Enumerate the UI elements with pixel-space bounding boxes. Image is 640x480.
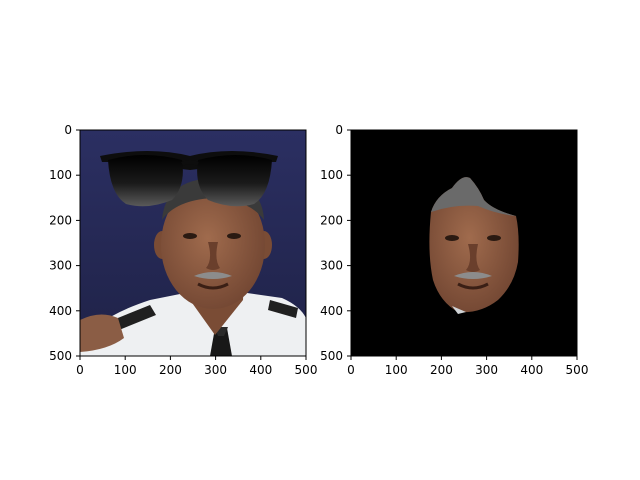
y-tick-label: 300 [320,259,343,273]
y-tick-label: 400 [320,304,343,318]
y-tick-label: 0 [335,123,343,137]
x-tick-label: 100 [114,363,137,377]
right-axes-frame [350,129,578,357]
right-panel: 0 100 200 300 400 500 0 100 200 300 400 500 [320,123,588,377]
left-panel: 0 100 200 300 400 500 0 100 200 300 400 500 [49,123,317,377]
x-tick-label: 0 [76,363,84,377]
y-tick-label: 400 [49,304,72,318]
x-tick-label: 200 [159,363,182,377]
y-tick-label: 300 [49,259,72,273]
y-tick-label: 100 [320,168,343,182]
x-tick-label: 100 [385,363,408,377]
x-tick-label: 0 [347,363,355,377]
left-tick-group: 0 100 200 300 400 500 0 100 200 300 400 500 [49,123,317,377]
right-tick-group: 0 100 200 300 400 500 0 100 200 300 400 500 [320,123,588,377]
left-photo [80,130,306,356]
y-tick-label: 500 [320,349,343,363]
x-tick-label: 400 [520,363,543,377]
x-tick-label: 200 [430,363,453,377]
y-tick-label: 200 [49,213,72,227]
y-tick-label: 200 [320,213,343,227]
x-tick-label: 400 [249,363,272,377]
x-tick-label: 300 [475,363,498,377]
y-tick-label: 0 [64,123,72,137]
right-photo [351,130,577,356]
y-tick-label: 500 [49,349,72,363]
x-tick-label: 300 [204,363,227,377]
y-tick-label: 100 [49,168,72,182]
left-axes-frame [79,129,307,357]
x-tick-label: 500 [566,363,589,377]
x-tick-label: 500 [295,363,318,377]
